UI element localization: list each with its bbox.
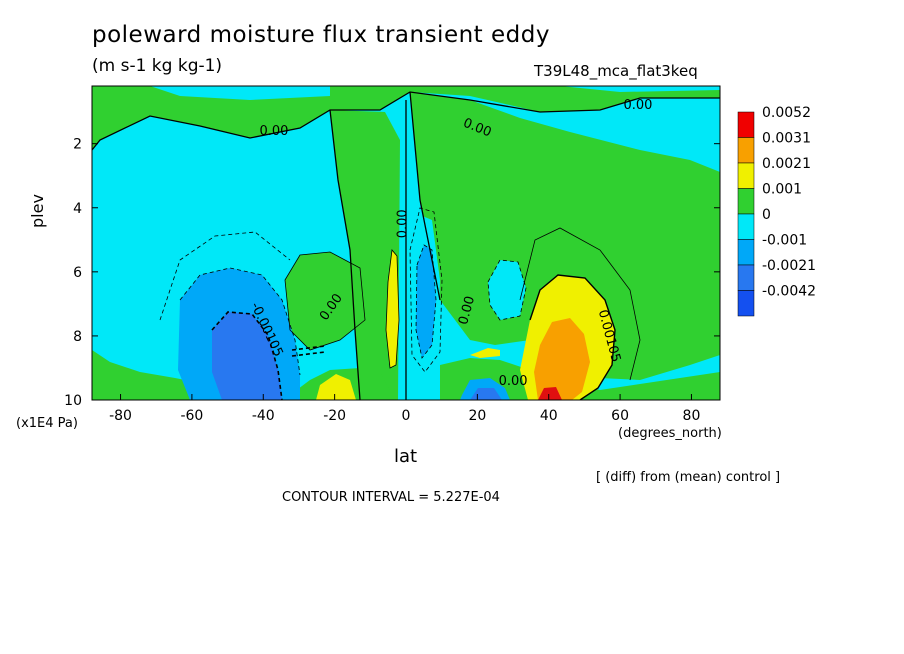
legend-swatch bbox=[737, 137, 755, 164]
neg-contour-north-pocket bbox=[487, 259, 527, 321]
neg-contour-eq bbox=[415, 244, 437, 359]
fill-positive-top-band bbox=[92, 86, 720, 150]
neg-contour-eq-2 bbox=[409, 207, 443, 373]
y-ticks: 2 4 6 8 10 bbox=[64, 137, 720, 409]
y-axis-unit: (x1E4 Pa) bbox=[16, 416, 78, 431]
fill-negative-top-pocket-2 bbox=[560, 86, 720, 92]
fill-negative-high-south bbox=[212, 312, 282, 400]
x-ticks: -80 -60 -40 -20 0 20 40 60 80 bbox=[109, 394, 700, 424]
fill-positive-bottom-strip bbox=[92, 350, 395, 400]
pos-contour-north-1 bbox=[529, 274, 616, 400]
legend-swatch bbox=[737, 239, 755, 266]
x-tick-label: 80 bbox=[683, 408, 701, 424]
contour-interval: CONTOUR INTERVAL = 5.227E-04 bbox=[282, 490, 500, 505]
fill-positive-south-pocket bbox=[285, 252, 365, 350]
zero-contour-central bbox=[329, 109, 361, 400]
fill-positive-equatorial bbox=[330, 110, 400, 400]
fill-negative-north-pocket bbox=[488, 260, 526, 320]
x-tick-label: 60 bbox=[611, 408, 629, 424]
x-tick-label: -60 bbox=[180, 408, 203, 424]
contour-label: 0.00 bbox=[456, 294, 478, 326]
zero-contour-north bbox=[409, 91, 441, 301]
legend-label: 0.001 bbox=[762, 182, 802, 198]
y-tick-label: 8 bbox=[73, 329, 82, 345]
contour-label: 0.00 bbox=[395, 209, 410, 238]
legend-label: 0.0052 bbox=[762, 105, 811, 121]
x-tick-label: -40 bbox=[252, 408, 275, 424]
fill-positive-mid-south-surface bbox=[316, 374, 356, 400]
fill-positive-mid-equatorial bbox=[386, 250, 399, 368]
run-name: T39L48_mca_flat3keq bbox=[534, 62, 698, 80]
legend-label: 0.0021 bbox=[762, 156, 811, 172]
fill-positive-bottom-right bbox=[440, 358, 720, 400]
legend-swatch bbox=[737, 188, 755, 215]
y-tick-label: 6 bbox=[73, 265, 82, 281]
pos-contour-eq bbox=[385, 249, 400, 369]
fill-negative-top-pocket bbox=[150, 86, 330, 100]
fill-positive-max-north bbox=[538, 387, 562, 400]
legend-label: 0 bbox=[762, 207, 771, 223]
diff-note: [ (diff) from (mean) control ] bbox=[596, 470, 781, 485]
chart-units: (m s-1 kg kg-1) bbox=[92, 56, 223, 76]
legend-label: -0.0042 bbox=[762, 284, 816, 300]
neg-contour-south-1 bbox=[179, 267, 301, 376]
x-tick-label: 20 bbox=[468, 408, 486, 424]
legend-label: -0.0021 bbox=[762, 258, 816, 274]
zero-contour-top bbox=[92, 91, 720, 151]
fill-negative-mid-equatorial bbox=[416, 245, 436, 358]
legend-swatch bbox=[737, 213, 755, 240]
x-tick-label: -20 bbox=[323, 408, 346, 424]
fill-positive-central bbox=[410, 92, 720, 380]
fill-positive-mid-north-surface bbox=[470, 348, 500, 358]
y-tick-label: 2 bbox=[73, 137, 82, 153]
y-tick-label: 10 bbox=[64, 393, 82, 409]
contour-lines bbox=[92, 91, 720, 400]
fill-positive-high-north bbox=[534, 318, 590, 400]
pos-contour-north-2 bbox=[519, 227, 641, 381]
contour-label: 0.00 bbox=[623, 98, 652, 113]
x-axis-label: lat bbox=[394, 446, 418, 467]
legend-label: -0.001 bbox=[762, 233, 807, 249]
x-tick-label: 40 bbox=[540, 408, 558, 424]
neg-contour-south-3 bbox=[159, 231, 291, 321]
legend: 0.0052 0.0031 0.0021 0.001 0 -0.001 -0.0021 -0.… bbox=[737, 105, 816, 317]
pos-contour-south-pocket bbox=[284, 251, 366, 351]
legend-swatch bbox=[737, 162, 755, 189]
contour-label: 0.00 bbox=[499, 374, 528, 389]
y-tick-label: 4 bbox=[73, 201, 82, 217]
legend-swatch bbox=[737, 264, 755, 291]
contour-label: 0.00 bbox=[260, 124, 289, 139]
x-tick-label: -80 bbox=[109, 408, 132, 424]
fill-negative-high-north bbox=[470, 388, 502, 400]
legend-swatch bbox=[737, 111, 755, 138]
legend-swatch bbox=[737, 290, 755, 317]
chart-title: poleward moisture flux transient eddy bbox=[92, 22, 550, 48]
x-tick-label: 0 bbox=[402, 408, 411, 424]
x-axis-unit: (degrees_north) bbox=[618, 426, 722, 441]
legend-label: 0.0031 bbox=[762, 131, 811, 147]
neg-contour-south-dash bbox=[291, 345, 326, 357]
